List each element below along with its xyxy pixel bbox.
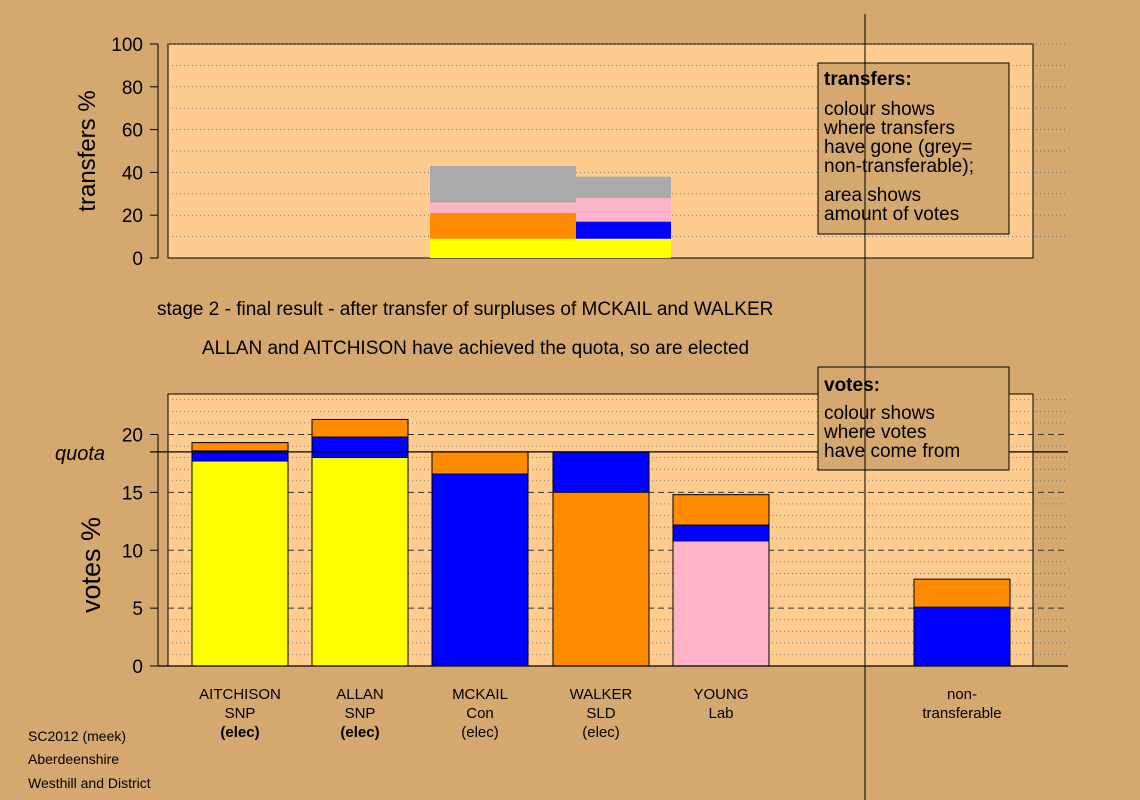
candidate-name-label: AITCHISON [199,686,281,703]
quota-label: quota [55,443,105,465]
transfers-legend-line: colour shows [824,99,935,120]
transfer-segment-mckail-snp [430,238,576,258]
vote-bar-segment-sld [191,442,289,452]
candidate-party-label: Lab [708,705,733,722]
transfers-y-tick-label: 40 [122,163,143,184]
vote-bar-segment-con [431,473,529,667]
candidate-name-label: WALKER [570,686,633,703]
nontransferable-label: transferable [922,705,1001,722]
votes-y-tick-label: 15 [122,483,143,504]
votes-legend-title: votes: [824,375,880,396]
candidate-status-label: (elec) [340,724,379,741]
stage-title: stage 2 - final result - after transfer … [157,299,774,320]
footer-ward: Westhill and District [28,775,151,791]
vote-bar-segment-con [913,606,1011,667]
votes-y-tick-label: 5 [132,599,143,620]
votes-legend-box [817,366,1010,471]
transfer-segment-mckail-sld [430,213,576,239]
transfers-y-axis-label: transfers % [74,90,101,211]
candidate-status-label: (elec) [461,724,499,741]
vote-bar-segment-con [552,451,650,493]
vote-bar-segment-sld [552,492,650,667]
vote-bar-segment-lab [672,540,770,667]
vote-bar-segment-snp [311,457,409,667]
vote-bar-segment-sld [672,494,770,526]
vote-bar-segment-snp [191,460,289,667]
transfer-segment-mckail-nontransferable [430,165,576,203]
transfer-segment-walker-nontransferable [576,176,671,199]
votes-legend-line: where votes [823,422,926,443]
stage-note: ALLAN and AITCHISON have achieved the qu… [202,338,750,359]
transfers-legend-line: non-transferable); [824,156,974,177]
candidate-status-label: (elec) [582,724,620,741]
votes-y-axis-label: votes % [76,517,106,613]
vote-bar-segment-sld [431,451,529,475]
votes-legend-line: have come from [824,441,960,462]
nontransferable-label: non- [947,686,977,703]
transfers-y-tick-label: 60 [122,121,143,142]
candidate-name-label: ALLAN [336,686,384,703]
candidate-party-label: SNP [345,705,376,722]
votes-y-tick-label: 10 [122,541,143,562]
candidate-name-label: MCKAIL [452,686,508,703]
candidate-name-label: YOUNG [693,686,748,703]
vote-bar-segment-con [311,436,409,458]
votes-y-tick-label: 0 [132,657,143,678]
candidate-party-label: Con [466,705,494,722]
vote-bar-segment-sld [913,578,1011,608]
transfer-segment-walker-lab [576,198,671,222]
transfer-segment-walker-snp [576,238,671,258]
footer-council: Aberdeenshire [28,751,120,767]
transfers-legend-line: have gone (grey= [824,137,972,158]
transfers-y-tick-label: 20 [122,206,143,227]
votes-legend-line: colour shows [824,403,935,424]
candidate-party-label: SNP [225,705,256,722]
candidate-party-label: SLD [586,705,615,722]
transfers-legend-line: area shows [824,185,921,206]
transfers-legend-title: transfers: [824,69,912,90]
transfers-legend-box [817,62,1010,235]
transfers-y-tick-label: 100 [111,35,143,56]
transfers-y-tick-label: 0 [132,249,143,270]
transfer-segment-walker-con [576,221,671,239]
votes-y-tick-label: 20 [122,426,143,447]
vote-bar-segment-con [672,524,770,542]
transfer-segment-mckail-lab [430,202,576,214]
candidate-status-label: (elec) [220,724,259,741]
vote-bar-segment-sld [311,419,409,438]
transfers-y-tick-label: 80 [122,78,143,99]
transfers-legend-line: amount of votes [824,204,959,225]
footer-election: SC2012 (meek) [28,728,127,744]
transfers-legend-line: where transfers [823,118,955,139]
